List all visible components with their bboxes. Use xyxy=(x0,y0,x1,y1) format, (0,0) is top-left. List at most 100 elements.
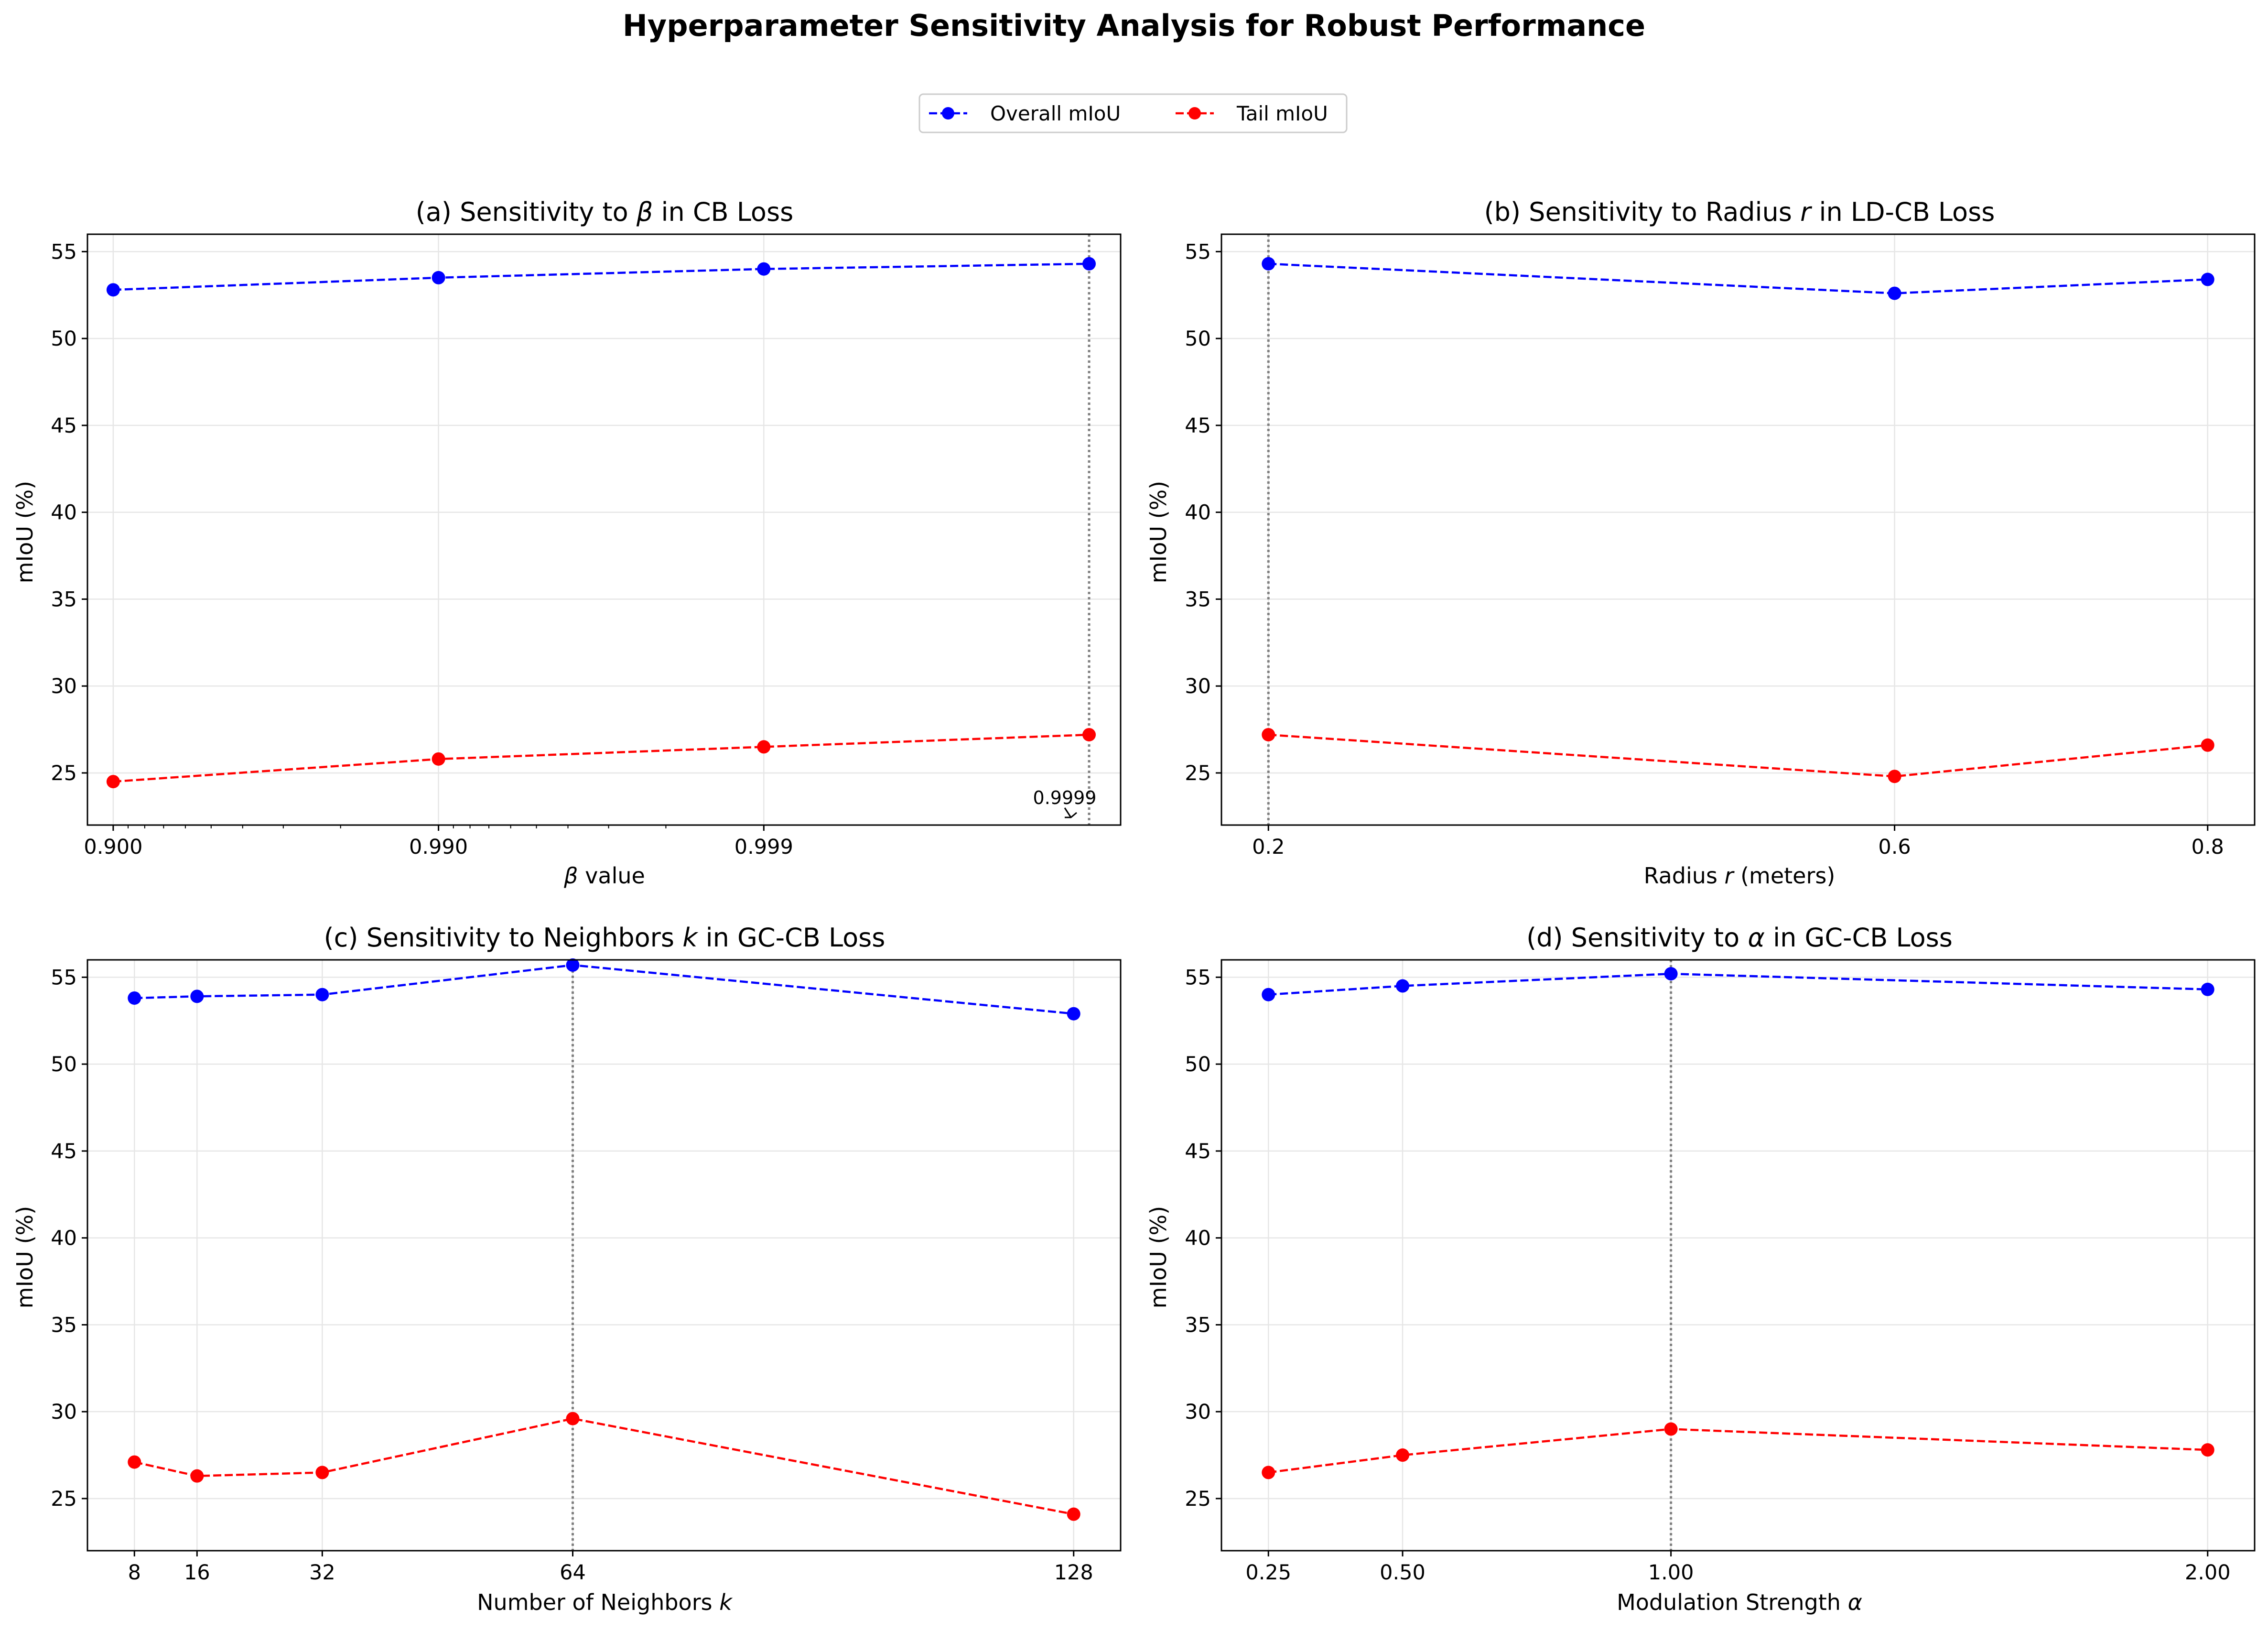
panel-c-overall-point-4 xyxy=(1067,1007,1080,1021)
panel-c-ytick-label-50: 50 xyxy=(51,1053,77,1076)
panel-a-ytick-label-40: 40 xyxy=(51,501,77,525)
panel-d: 25 30 35 40 45 50 55 0.25 0.50 1.00 2.00 (d) Sens… xyxy=(1145,923,2256,1615)
panel-a-minor-ticks xyxy=(128,825,667,828)
panel-a-ytick-label-30: 30 xyxy=(51,674,77,698)
panel-c-grid xyxy=(87,960,1121,1551)
panel-a-y-ticks: 25 30 35 40 45 50 55 xyxy=(51,240,87,785)
panel-a-tail-point-3 xyxy=(1082,728,1096,741)
panel-a-annotation: 0.9999 xyxy=(1033,787,1097,808)
panel-d-xtick-label-0: 0.25 xyxy=(1245,1561,1291,1585)
panel-d-xtick-label-3: 2.00 xyxy=(2185,1561,2231,1585)
panel-d-ytick-label-40: 40 xyxy=(1185,1227,1211,1250)
panel-b-overall-series xyxy=(1262,257,2214,300)
legend: Overall mIoU Tail mIoU xyxy=(918,93,1348,133)
panel-c-xtick-label-4: 128 xyxy=(1054,1561,1093,1585)
panel-a: 25 30 35 40 45 50 55 0.900 0.990 0.999 (a) Sensi… xyxy=(12,197,1122,889)
panel-b-xtick-label-0: 0.2 xyxy=(1252,835,1285,859)
panel-b-overall-point-1 xyxy=(1888,286,1901,300)
panel-a-tail-point-0 xyxy=(106,775,120,789)
panel-c-xtick-label-2: 32 xyxy=(309,1561,335,1585)
panel-b-ytick-label-30: 30 xyxy=(1185,674,1211,698)
panel-d-ytick-label-55: 55 xyxy=(1185,966,1211,989)
panel-a-title: (a) Sensitivity to β in CB Loss xyxy=(416,197,793,227)
figure-title: Hyperparameter Sensitivity Analysis for … xyxy=(623,8,1645,43)
panel-d-ytick-label-25: 25 xyxy=(1185,1487,1211,1511)
panel-c-xtick-label-1: 16 xyxy=(184,1561,210,1585)
panel-d-xtick-label-1: 0.50 xyxy=(1380,1561,1426,1585)
panel-d-tail-point-1 xyxy=(1396,1448,1410,1462)
panel-c-tail-point-3 xyxy=(566,1412,580,1425)
panel-a-ytick-label-55: 55 xyxy=(51,240,77,264)
panel-a-annotation-arrow xyxy=(1064,807,1077,818)
panel-a-overall-point-1 xyxy=(432,271,445,284)
panel-c-overall-point-0 xyxy=(128,991,141,1005)
panel-c-title: (c) Sensitivity to Neighbors k in GC-CB … xyxy=(324,923,886,953)
panel-d-frame xyxy=(1220,959,2256,1552)
panel-b-ytick-label-55: 55 xyxy=(1185,240,1211,264)
panel-d-overall-point-1 xyxy=(1396,979,1410,993)
panel-d-ytick-label-45: 45 xyxy=(1185,1140,1211,1163)
panel-c-ytick-label-40: 40 xyxy=(51,1227,77,1250)
legend-tail-label: Tail mIoU xyxy=(1236,102,1328,125)
panel-c-frame xyxy=(86,959,1122,1552)
panel-d-y-ticks: 25 30 35 40 45 50 55 xyxy=(1185,966,1221,1511)
legend-frame xyxy=(918,93,1348,133)
panel-b-x-label: Radius r (meters) xyxy=(1644,863,1836,889)
panel-a-xtick-label-0: 0.900 xyxy=(84,835,142,859)
legend-tail-marker xyxy=(1188,107,1201,120)
panel-b-overall-point-0 xyxy=(1262,257,1275,271)
panel-a-x-ticks: 0.900 0.990 0.999 xyxy=(84,825,793,859)
panel-a-frame xyxy=(86,233,1122,826)
panel-d-x-label: Modulation Strength α xyxy=(1617,1589,1862,1615)
panel-b-ytick-label-50: 50 xyxy=(1185,327,1211,351)
panel-a-y-label: mIoU (%) xyxy=(12,481,38,583)
panel-a-overall-point-0 xyxy=(106,283,120,297)
panel-a-overall-point-2 xyxy=(757,262,771,276)
panel-d-overall-line xyxy=(1268,972,2208,996)
panel-d-x-ticks: 0.25 0.50 1.00 2.00 xyxy=(1245,1551,2231,1585)
panel-b-title: (b) Sensitivity to Radius r in LD-CB Los… xyxy=(1484,197,1995,227)
panel-a-tail-series xyxy=(106,728,1096,789)
panel-d-tail-point-2 xyxy=(1664,1422,1678,1436)
panel-a-ytick-label-35: 35 xyxy=(51,587,77,611)
panel-d-ytick-label-50: 50 xyxy=(1185,1053,1211,1076)
panel-a-ytick-label-50: 50 xyxy=(51,327,77,351)
panel-d-ytick-label-35: 35 xyxy=(1185,1313,1211,1337)
panel-b-y-ticks: 25 30 35 40 45 50 55 xyxy=(1185,240,1221,785)
panel-d-overall-point-3 xyxy=(2201,982,2214,996)
panel-b-ytick-label-35: 35 xyxy=(1185,587,1211,611)
panel-a-tail-line xyxy=(113,733,1090,783)
panel-a-ytick-label-45: 45 xyxy=(51,414,77,438)
panel-c-y-label: mIoU (%) xyxy=(12,1206,38,1308)
panel-c-tail-point-4 xyxy=(1067,1507,1080,1521)
panel-b-tail-point-1 xyxy=(1888,770,1901,783)
panel-c-tail-point-0 xyxy=(128,1455,141,1469)
panel-b-overall-point-2 xyxy=(2201,272,2214,286)
panel-d-ytick-label-30: 30 xyxy=(1185,1400,1211,1424)
panel-b-ytick-label-40: 40 xyxy=(1185,501,1211,525)
panel-b-x-ticks: 0.2 0.6 0.8 xyxy=(1252,825,2224,859)
panel-a-ytick-label-25: 25 xyxy=(51,761,77,785)
legend-overall-label: Overall mIoU xyxy=(990,102,1121,125)
panel-d-overall-point-2 xyxy=(1664,967,1678,981)
panel-b-xtick-label-1: 0.6 xyxy=(1878,835,1911,859)
panel-a-x-label: β value xyxy=(563,863,645,889)
panel-b-tail-line xyxy=(1268,733,2208,778)
legend-overall-marker xyxy=(942,107,954,120)
panel-b-tail-point-0 xyxy=(1262,728,1275,741)
panel-c-xtick-label-0: 8 xyxy=(128,1561,141,1585)
panel-d-y-label: mIoU (%) xyxy=(1145,1206,1171,1308)
panel-b-y-label: mIoU (%) xyxy=(1145,481,1171,583)
panel-a-tail-point-2 xyxy=(757,740,771,754)
panel-d-title: (d) Sensitivity to α in GC-CB Loss xyxy=(1526,923,1953,953)
panel-b-tail-point-2 xyxy=(2201,738,2214,752)
panel-c-xtick-label-3: 64 xyxy=(560,1561,586,1585)
panel-d-tail-point-0 xyxy=(1262,1466,1275,1479)
panel-c-overall-point-2 xyxy=(315,988,329,1001)
panel-d-tail-line xyxy=(1268,1428,2208,1474)
panel-a-xtick-label-2: 0.999 xyxy=(734,835,793,859)
panel-a-xtick-label-1: 0.990 xyxy=(409,835,468,859)
panel-b-frame xyxy=(1220,233,2256,826)
panel-c-overall-point-3 xyxy=(566,958,580,972)
